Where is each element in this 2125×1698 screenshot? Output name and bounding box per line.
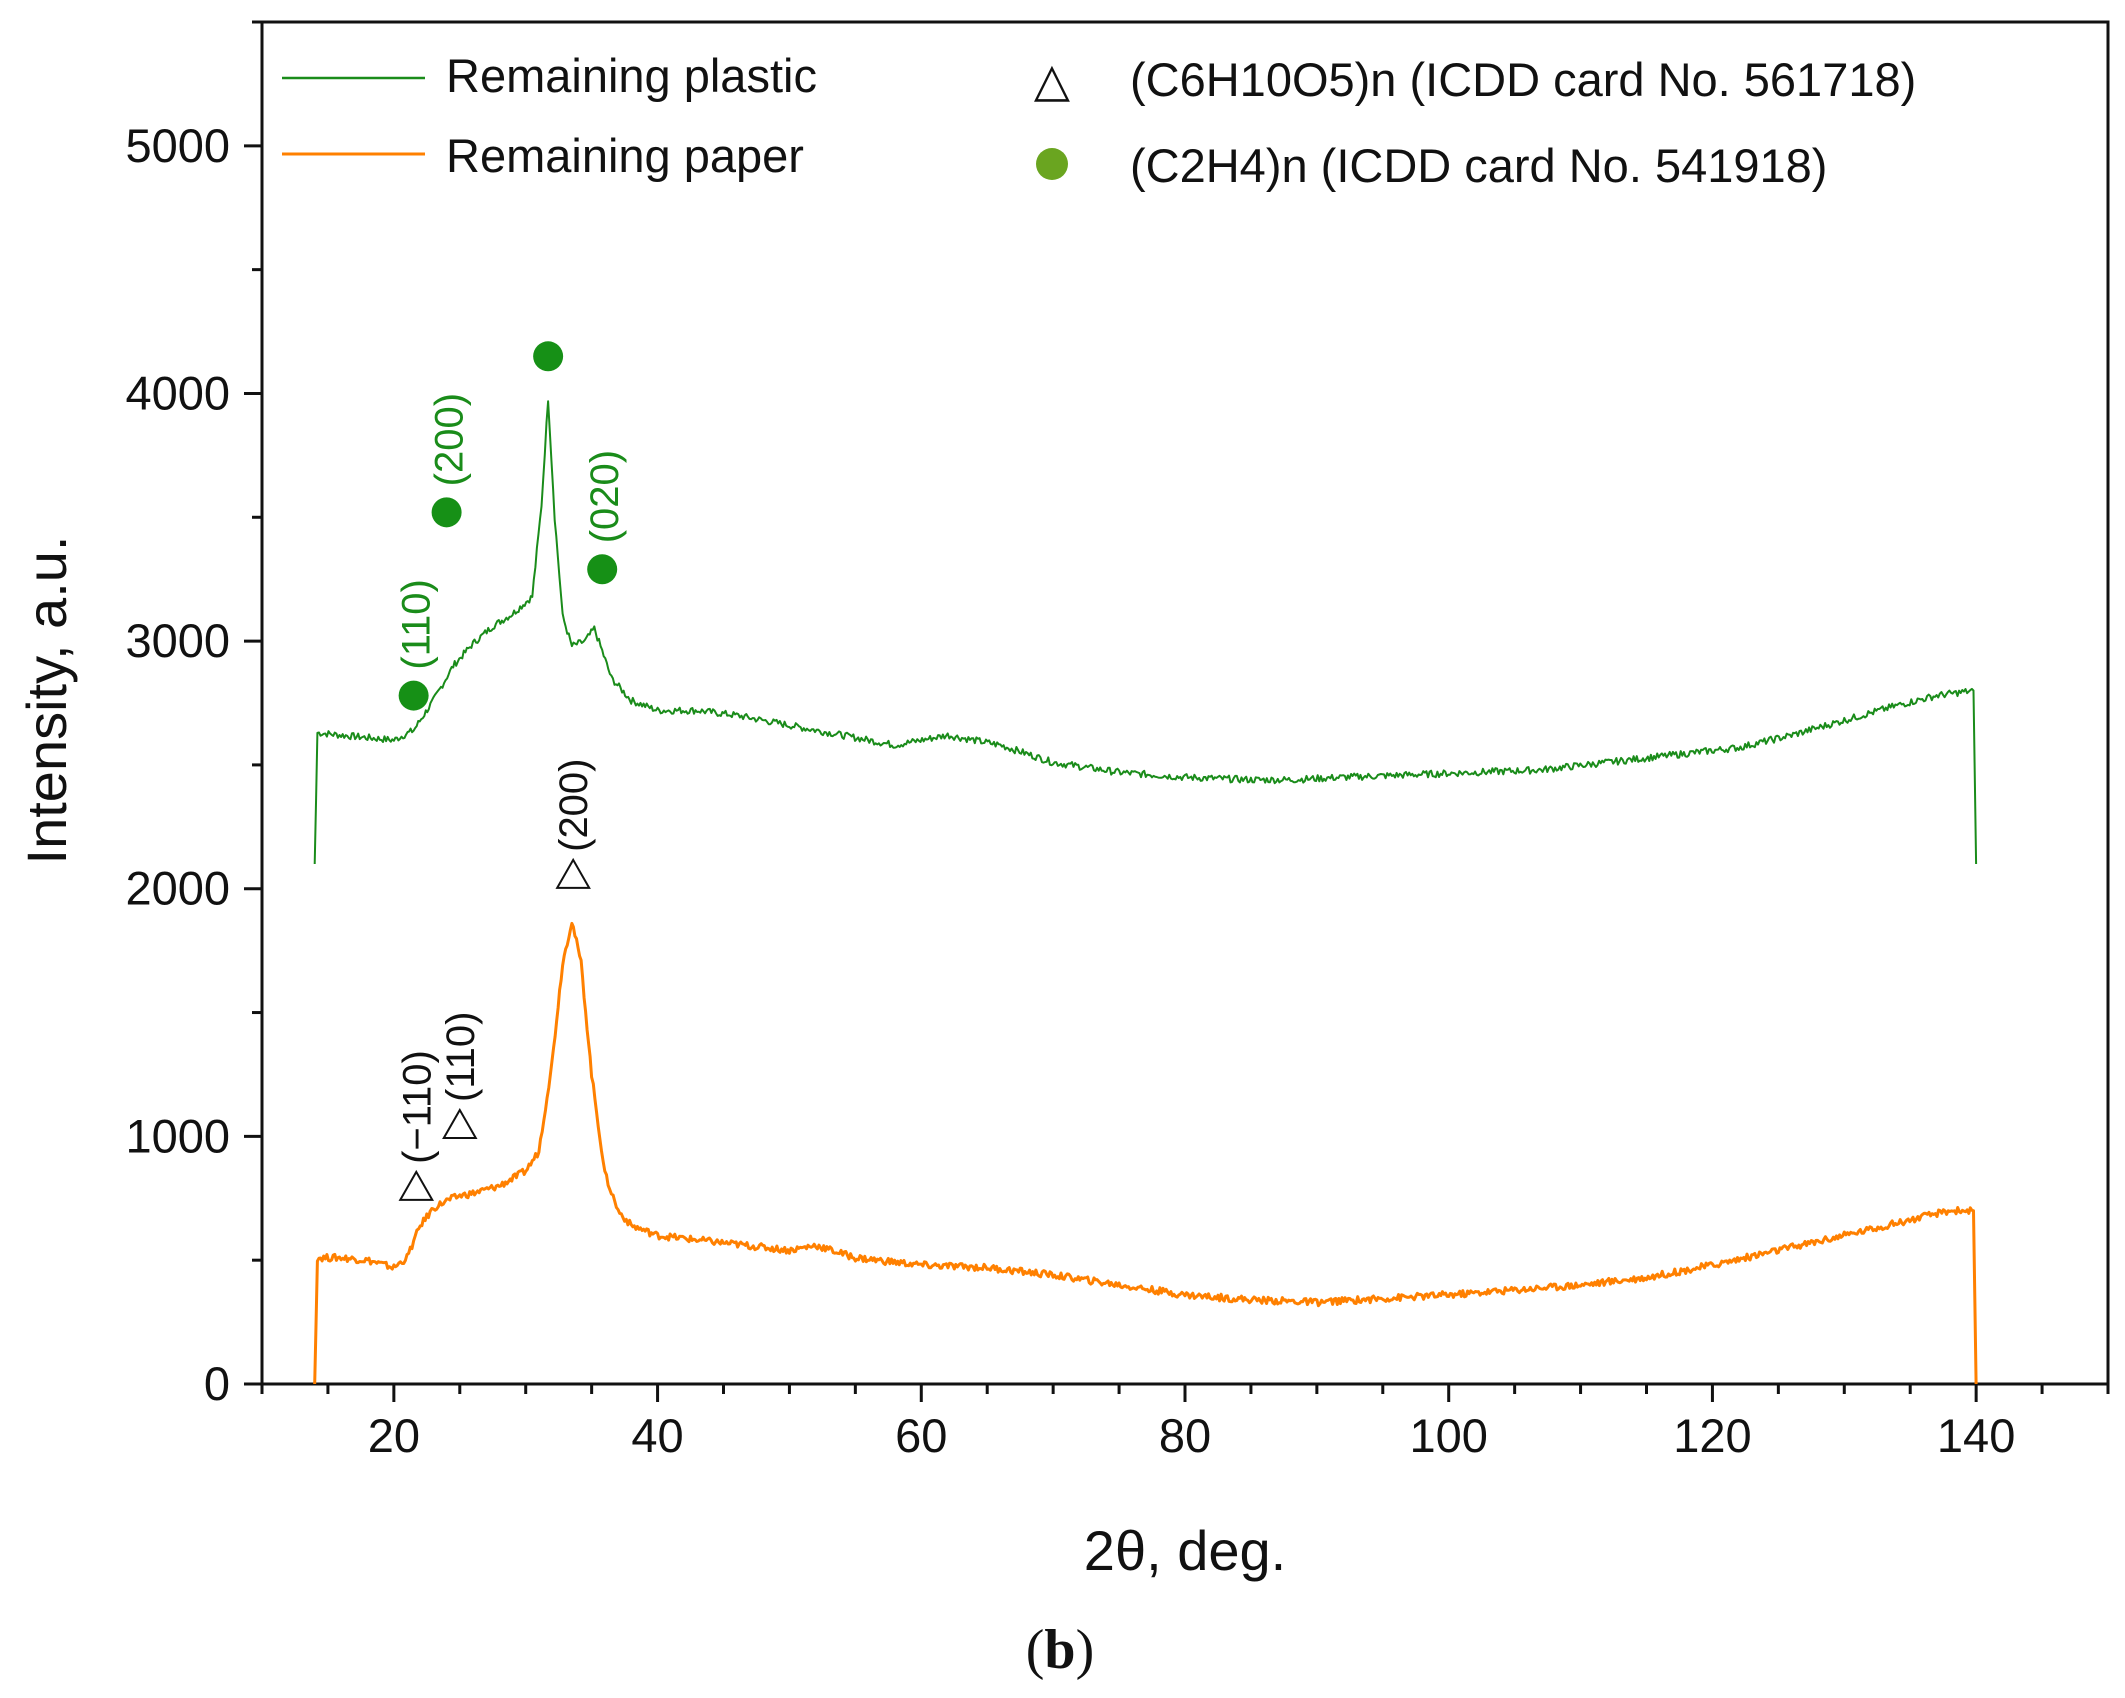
pe-hkl-label: (020) — [583, 450, 627, 543]
series-line-remaining-paper — [313, 921, 1978, 1385]
panel-label: (b) — [1026, 1619, 1094, 1681]
series-line-remaining-plastic — [313, 400, 1978, 865]
series-layer — [313, 400, 1978, 1385]
cellulose-hkl-label: (200) — [552, 758, 596, 851]
legend-triangle-icon: △ — [1034, 53, 1070, 106]
panel-label-open: ( — [1026, 1619, 1045, 1681]
legend-circle-icon — [1036, 148, 1068, 180]
panel-label-letter: b — [1044, 1619, 1075, 1681]
x-tick-label: 140 — [1937, 1409, 2015, 1462]
legend: Remaining plastic Remaining paper △ (C6H… — [282, 49, 1916, 192]
y-tick-label: 2000 — [125, 862, 230, 915]
pe-peak-marker — [533, 341, 564, 372]
x-tick-label: 60 — [895, 1409, 947, 1462]
pe-peak-marker — [398, 680, 429, 711]
x-tick-label: 20 — [368, 1409, 420, 1462]
x-tick-label: 100 — [1410, 1409, 1488, 1462]
pe-peak-marker — [587, 554, 618, 585]
cellulose-peak-marker — [398, 1169, 434, 1201]
pe-hkl-label: (200) — [428, 393, 472, 486]
y-tick-label: 4000 — [125, 366, 230, 419]
x-tick-label: 120 — [1673, 1409, 1751, 1462]
y-tick-label: 0 — [204, 1357, 230, 1410]
y-axis-title: Intensity, a.u. — [15, 536, 78, 865]
x-axis: 20 40 60 80 100 120 140 — [260, 1384, 2110, 1462]
x-tick-label: 80 — [1159, 1409, 1211, 1462]
cellulose-hkl-label: (110) — [439, 1012, 483, 1102]
y-tick-label: 3000 — [125, 614, 230, 667]
legend-label-cellulose: (C6H10O5)n (ICDD card No. 561718) — [1130, 53, 1916, 106]
pe-hkl-label: (110) — [395, 579, 439, 669]
cellulose-peak-marker — [442, 1107, 478, 1139]
y-tick-label: 5000 — [125, 119, 230, 172]
panel-label-close: ) — [1076, 1619, 1095, 1681]
peak-marker-layer: (110)(200)(020)(−110) (110)(200) — [395, 341, 627, 1201]
cellulose-hkl-label: (−110) — [395, 1050, 439, 1164]
legend-label-polyethylene: (C2H4)n (ICDD card No. 541918) — [1130, 139, 1827, 192]
plot-frame — [260, 20, 2110, 1386]
cellulose-peak-marker — [555, 857, 591, 889]
pe-peak-marker — [431, 497, 462, 528]
legend-label-paper: Remaining paper — [446, 129, 804, 182]
legend-label-plastic: Remaining plastic — [446, 49, 817, 102]
y-axis: 0 1000 2000 3000 4000 5000 — [125, 20, 262, 1410]
y-tick-label: 1000 — [125, 1109, 230, 1162]
x-axis-title: 2θ, deg. — [1084, 1519, 1286, 1582]
x-tick-label: 40 — [631, 1409, 683, 1462]
